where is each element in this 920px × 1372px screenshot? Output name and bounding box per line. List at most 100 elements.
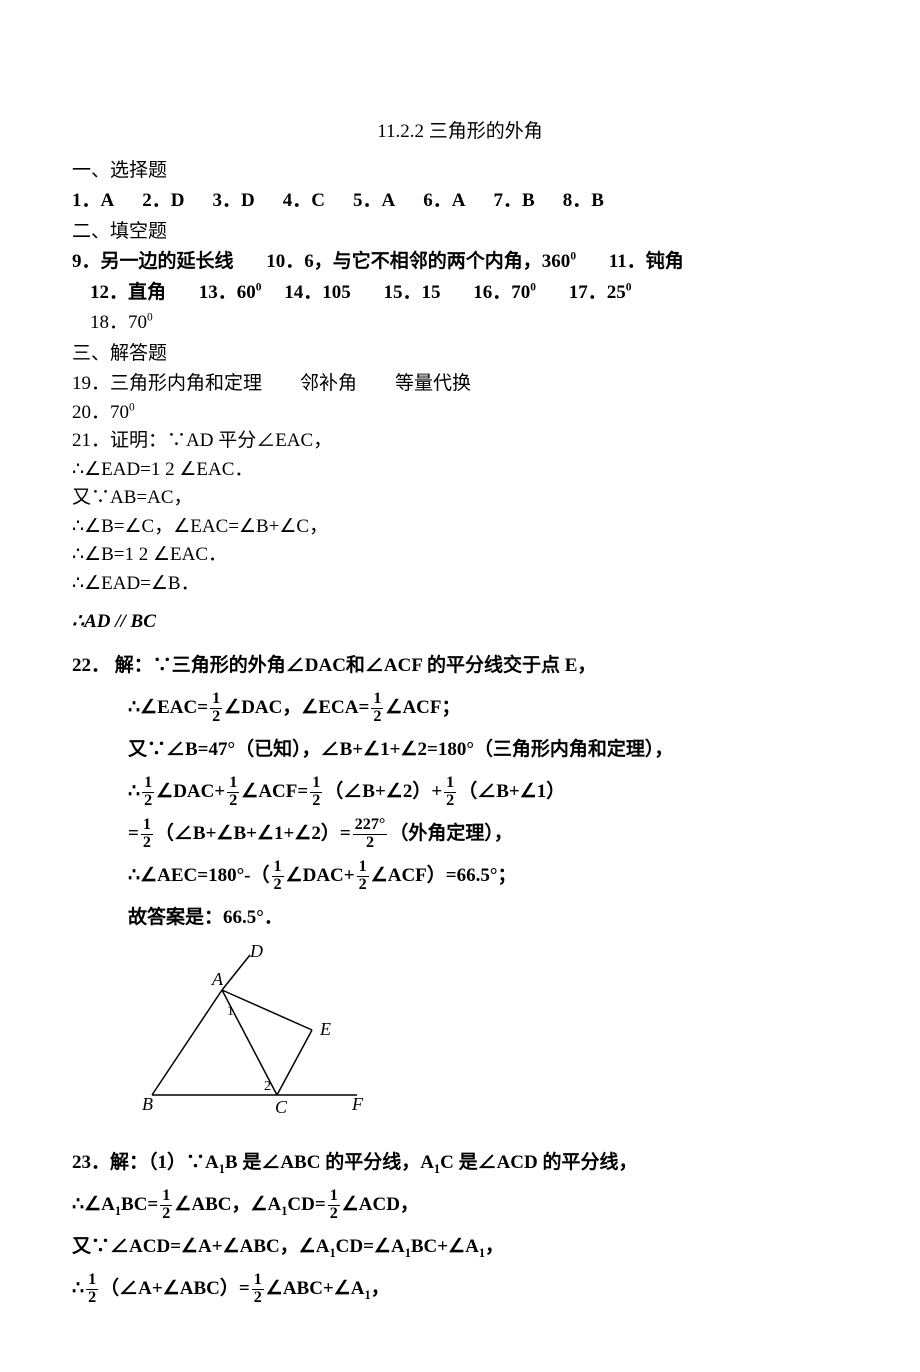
num: 1: [227, 775, 239, 793]
num: 1: [371, 691, 383, 709]
mc-num: 4．: [283, 190, 312, 211]
q22-figure: A B C D E F 1 2: [142, 945, 848, 1125]
t: （∠B+∠2）+: [324, 781, 442, 802]
num: 1: [210, 691, 222, 709]
q22-line: ∴∠AEC=180°-（12∠DAC+12∠ACF）=66.5°；: [72, 857, 848, 895]
fb-text: 直角: [128, 282, 166, 303]
mc-ans: C: [311, 190, 325, 211]
q21-line: ∴∠B=1 2 ∠EAC．: [72, 541, 848, 570]
fb-num: 14．: [284, 282, 322, 303]
q22-line: 又∵∠B=47°（已知），∠B+∠1+∠2=180°（三角形内角和定理），: [72, 731, 848, 769]
t: ∴: [128, 781, 140, 802]
mc-item: 3．D: [213, 187, 255, 216]
den: 2: [252, 1290, 264, 1307]
fb-text: 70: [128, 312, 147, 333]
mc-num: 1．: [72, 190, 101, 211]
fb-row-2: 12．直角 13．600 14．105 15．15 16．700 17．250: [72, 279, 848, 308]
t: ∴: [72, 1278, 84, 1299]
fb-row-1: 9．另一边的延长线 10．6，与它不相邻的两个内角，3600 11．钝角: [72, 248, 848, 277]
mc-ans: A: [452, 190, 466, 211]
fraction-half: 12: [210, 691, 222, 726]
mc-num: 5．: [353, 190, 382, 211]
q22-line: ∴∠EAC=12∠DAC，∠ECA=12∠ACF；: [72, 689, 848, 727]
t: 23．解：（1）∵A: [72, 1152, 219, 1173]
fraction-half: 12: [142, 775, 154, 810]
t: ∴∠AEC=180°-（: [128, 865, 270, 886]
svg-text:A: A: [211, 969, 224, 989]
triangle-diagram: A B C D E F 1 2: [142, 945, 372, 1115]
num: 1: [328, 1188, 340, 1206]
fraction-half: 12: [310, 775, 322, 810]
den: 2: [371, 709, 383, 726]
fraction-half: 12: [160, 1188, 172, 1223]
t: ，: [485, 1236, 504, 1257]
mc-ans: B: [591, 190, 604, 211]
den: 2: [310, 793, 322, 810]
den: 2: [357, 877, 369, 894]
t: BC=: [121, 1194, 158, 1215]
sa-heading: 三、解答题: [72, 340, 848, 369]
fraction-227: 227°2: [353, 817, 388, 852]
t: B 是∠ABC 的平分线，A: [225, 1152, 434, 1173]
num: 1: [252, 1272, 264, 1290]
fb-item: 12．直角: [90, 279, 166, 308]
t: C 是∠ACD 的平分线，: [440, 1152, 637, 1173]
mc-num: 2．: [142, 190, 171, 211]
mc-ans: A: [101, 190, 115, 211]
t: （∠B+∠1）: [458, 781, 565, 802]
q21-line: 又∵AB=AC，: [72, 484, 848, 513]
fb-num: 10．: [266, 251, 304, 272]
t: ∠ACF；: [385, 697, 460, 718]
svg-text:2: 2: [264, 1079, 271, 1094]
mc-ans: B: [522, 190, 535, 211]
fb-text: 6，与它不相邻的两个内角，360: [304, 251, 570, 272]
fb-num: 16．: [473, 282, 511, 303]
t: 又∵∠ACD=∠A+∠ABC，∠A: [72, 1236, 329, 1257]
q20-sup: 0: [129, 401, 135, 413]
q22-line: ∴12∠DAC+12∠ACF=12（∠B+∠2）+12（∠B+∠1）: [72, 773, 848, 811]
t: BC+∠A: [411, 1236, 479, 1257]
fb-item: 18．700: [90, 309, 153, 338]
den: 2: [272, 877, 284, 894]
fraction-half: 12: [357, 859, 369, 894]
q21-line: ∴∠B=∠C，∠EAC=∠B+∠C，: [72, 513, 848, 542]
mc-item: 4．C: [283, 187, 325, 216]
fb-text: 另一边的延长线: [101, 251, 234, 272]
t: （外角定理），: [389, 823, 513, 844]
mc-item: 1．A: [72, 187, 114, 216]
t: ∠ACF）=66.5°；: [371, 865, 517, 886]
fb-sup: 0: [530, 281, 536, 293]
q20-text: 20．70: [72, 402, 129, 423]
num: 227°: [353, 817, 388, 835]
q23-line: ∴12（∠A+∠ABC）=12∠ABC+∠A1，: [72, 1270, 848, 1308]
num: 1: [310, 775, 322, 793]
t: ，: [371, 1278, 390, 1299]
t: ∴∠A: [72, 1194, 115, 1215]
fb-num: 9．: [72, 251, 101, 272]
page-title: 11.2.2 三角形的外角: [72, 118, 848, 147]
q20-answer: 20．700: [72, 399, 848, 428]
mc-ans: A: [382, 190, 396, 211]
svg-text:E: E: [319, 1019, 331, 1039]
q22-solution: 22． 解：∵三角形的外角∠DAC和∠ACF 的平分线交于点 E， ∴∠EAC=…: [72, 647, 848, 937]
fb-text: 15: [422, 282, 441, 303]
num: 1: [357, 859, 369, 877]
mc-num: 6．: [423, 190, 452, 211]
fb-item: 15．15: [384, 279, 441, 308]
mc-num: 7．: [494, 190, 523, 211]
mc-heading: 一、选择题: [72, 157, 848, 186]
den: 2: [86, 1290, 98, 1307]
fb-item: 16．700: [473, 279, 536, 308]
t: =: [128, 823, 139, 844]
t: （∠A+∠ABC）=: [100, 1278, 250, 1299]
fb-sup: 0: [256, 281, 262, 293]
mc-item: 5．A: [353, 187, 395, 216]
fb-text: 钝角: [646, 251, 684, 272]
fb-row-3: 18．700: [72, 309, 848, 338]
t: （∠B+∠B+∠1+∠2）=: [155, 823, 351, 844]
fb-item: 9．另一边的延长线: [72, 248, 234, 277]
fraction-half: 12: [371, 691, 383, 726]
q21-conclusion: ∴AD // BC: [72, 608, 848, 637]
mc-num: 3．: [213, 190, 242, 211]
fb-sup: 0: [570, 251, 576, 263]
